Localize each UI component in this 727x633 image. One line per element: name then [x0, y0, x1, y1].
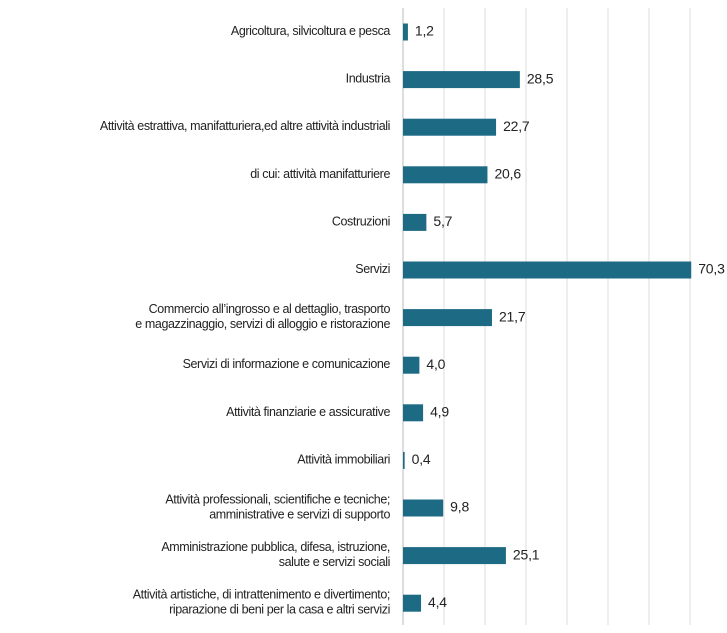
bar — [403, 499, 444, 517]
category-label: Attività immobiliari — [297, 453, 390, 467]
value-label: 20,6 — [494, 166, 521, 182]
bar — [403, 166, 488, 184]
category-line: Servizi di informazione e comunicazione — [183, 357, 391, 371]
category-line: Attività finanziarie e assicurative — [226, 405, 390, 419]
category-line: salute e servizi sociali — [279, 555, 390, 569]
category-label: Attività professionali, scientifiche e t… — [165, 493, 390, 522]
category-line: riparazione di beni per la casa e altri … — [169, 603, 390, 617]
value-label: 70,3 — [698, 261, 725, 277]
value-label: 4,0 — [426, 356, 445, 372]
category-label: Servizi — [355, 262, 390, 276]
category-label: di cui: attività manifatturiere — [250, 167, 390, 181]
category-label: Attività estrattiva, manifatturiera,ed a… — [100, 119, 390, 133]
category-line: Attività estrattiva, manifatturiera,ed a… — [100, 119, 390, 133]
value-label: 28,5 — [527, 70, 554, 86]
bar — [403, 23, 408, 41]
bar — [403, 594, 422, 612]
bar — [403, 118, 497, 136]
bar — [403, 261, 692, 279]
value-label: 1,2 — [415, 23, 434, 39]
bar — [403, 404, 424, 422]
bar — [403, 71, 520, 89]
category-line: Attività immobiliari — [297, 453, 390, 467]
value-label: 21,7 — [499, 308, 526, 324]
value-label: 4,9 — [430, 404, 449, 420]
category-label: Servizi di informazione e comunicazione — [183, 357, 391, 371]
category-label: Commercio all’ingrosso e al dettaglio, t… — [135, 302, 390, 331]
category-label: Attività finanziarie e assicurative — [226, 405, 390, 419]
category-line: e magazzinaggio, servizi di alloggio e r… — [135, 317, 390, 331]
category-line: Attività artistiche, di intrattenimento … — [133, 588, 390, 602]
bar — [403, 451, 405, 469]
value-label: 4,4 — [428, 594, 447, 610]
value-label: 25,1 — [513, 546, 540, 562]
category-label: Amministrazione pubblica, difesa, istruz… — [161, 540, 390, 569]
category-line: di cui: attività manifatturiere — [250, 167, 390, 181]
category-line: Servizi — [355, 262, 390, 276]
category-line: Commercio all’ingrosso e al dettaglio, t… — [149, 302, 391, 316]
category-line: Industria — [346, 72, 391, 86]
value-label: 22,7 — [503, 118, 530, 134]
category-label: Industria — [346, 72, 391, 86]
category-label: Agricoltura, silvicoltura e pesca — [231, 24, 391, 38]
bar — [403, 213, 427, 231]
value-label: 9,8 — [450, 499, 469, 515]
value-label: 5,7 — [433, 213, 452, 229]
category-label: Attività artistiche, di intrattenimento … — [133, 588, 390, 617]
category-line: amministrative e servizi di supporto — [209, 508, 390, 522]
bar — [403, 356, 420, 374]
category-label: Costruzioni — [332, 215, 390, 229]
category-line: Costruzioni — [332, 215, 390, 229]
category-line: Agricoltura, silvicoltura e pesca — [231, 24, 391, 38]
bar — [403, 547, 506, 565]
bar — [403, 309, 492, 327]
category-line: Attività professionali, scientifiche e t… — [165, 493, 390, 507]
category-line: Amministrazione pubblica, difesa, istruz… — [161, 540, 390, 554]
value-label: 0,4 — [412, 451, 431, 467]
